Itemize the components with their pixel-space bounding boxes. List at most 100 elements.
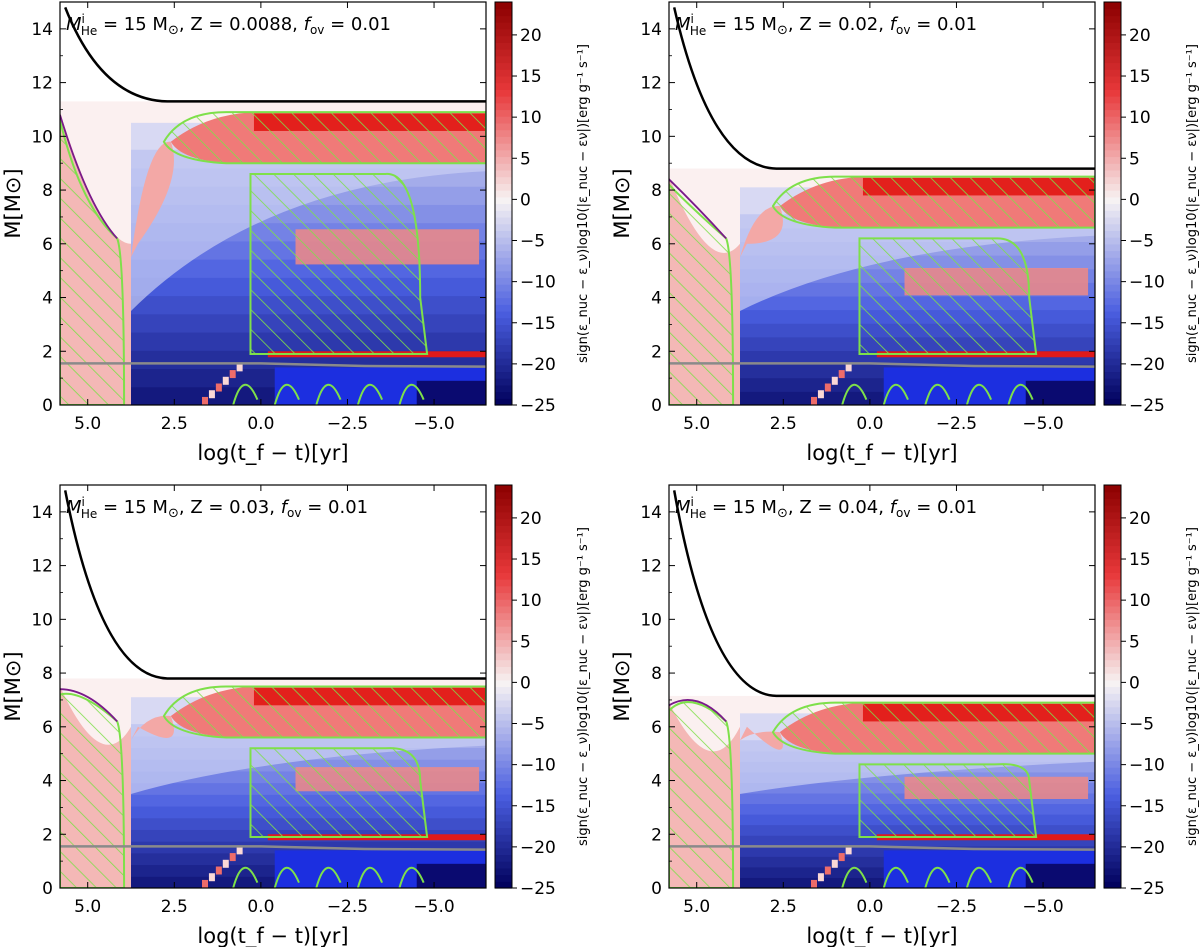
colorbar-cell <box>495 42 512 50</box>
hatch-core-c <box>249 747 429 838</box>
step-block <box>202 396 208 405</box>
colorbar-cell <box>1104 35 1121 43</box>
colorbar-cell <box>1104 176 1121 184</box>
colorbar-tick-label: −10 <box>520 756 556 776</box>
flash-contour <box>841 866 868 888</box>
colorbar-cell <box>1104 62 1121 70</box>
colorbar-label: sign(ε_nuc − ε_ν)log10(|ε_nuc − εν|)[erg… <box>576 527 591 846</box>
y-tick-label: 6 <box>42 718 53 738</box>
colorbar-cell <box>495 827 512 835</box>
colorbar-cell <box>1104 820 1121 829</box>
colorbar-tick-label: 10 <box>520 108 542 128</box>
colorbar-cell <box>495 398 512 406</box>
colorbar-cell <box>1104 666 1121 674</box>
interior-halo <box>131 122 486 311</box>
colorbar-cell <box>495 324 512 332</box>
core-boundary-line <box>60 362 486 368</box>
colorbar-cell <box>1104 706 1121 714</box>
colorbar-cell <box>495 787 512 795</box>
x-axis-label: log(t_f − t)[yr] <box>197 441 348 466</box>
colorbar-cell <box>495 619 512 627</box>
step-block <box>215 866 222 875</box>
colorbar-frame <box>1103 484 1122 889</box>
y-tick-label: 0 <box>651 396 662 416</box>
colorbar-cell <box>1104 726 1121 735</box>
colorbar-cell <box>1104 304 1121 312</box>
panel-title: Mi He = 15 M⊙, Z = 0.04, fov = 0.01 <box>675 495 977 521</box>
colorbar-cell <box>495 753 512 761</box>
colorbar-cell <box>495 122 512 131</box>
colorbar-cell <box>1104 646 1121 654</box>
panel-1: 0 2 4 6 8 10 12 14 5.0 2.5 0.0 −2.5 −5.0 Mi He = 15 M⊙… <box>1 1 591 466</box>
total-mass-line <box>64 6 486 103</box>
colorbar-cell <box>495 726 512 735</box>
step-block <box>215 383 222 392</box>
colorbar-cell <box>495 277 512 285</box>
step-block <box>817 390 824 399</box>
step-block <box>811 879 817 888</box>
colorbar-cell <box>495 579 512 587</box>
colorbar-tick-label: 10 <box>1129 591 1151 611</box>
colorbar-cell <box>495 652 512 661</box>
colorbar-cell <box>1104 767 1121 775</box>
flash-contour <box>315 866 342 888</box>
colorbar-cell <box>495 230 512 238</box>
flash-contour <box>356 383 384 405</box>
colorbar-cell <box>1104 552 1121 560</box>
plot-area <box>60 485 486 888</box>
x-tick-label: 5.0 <box>683 414 710 434</box>
plot-area <box>669 2 1095 405</box>
colorbar-cell <box>1104 210 1121 218</box>
colorbar-cell <box>495 351 512 359</box>
y-tick-label: 6 <box>651 235 662 255</box>
colorbar-cell <box>1104 834 1121 842</box>
colorbar-cell <box>495 75 512 84</box>
colorbar-cell <box>1104 673 1121 681</box>
colorbar-cell <box>495 706 512 714</box>
colorbar-cell <box>1104 149 1121 158</box>
he-shell-edge <box>60 114 118 240</box>
colorbar-cell <box>1104 257 1121 265</box>
y-tick-label: 8 <box>651 181 662 201</box>
colorbar-cell <box>1104 760 1121 768</box>
colorbar-tick-label: 0 <box>1129 190 1140 210</box>
colorbar-cell <box>495 2 512 10</box>
step-block <box>229 370 236 379</box>
panel-2: 0 2 4 6 8 10 12 14 5.0 2.5 0.0 −2.5 −5.0 Mi He = 15 M⊙… <box>610 1 1200 466</box>
colorbar-cell <box>1104 337 1121 346</box>
colorbar-cell <box>495 572 512 580</box>
colorbar-cell <box>1104 679 1121 688</box>
colorbar-tick-label: −5 <box>1129 232 1154 252</box>
colorbar-cell <box>1104 612 1121 620</box>
colorbar-cell <box>495 740 512 748</box>
colorbar-cell <box>1104 2 1121 10</box>
colorbar-cell <box>495 22 512 30</box>
colorbar-cell <box>495 96 512 104</box>
y-tick-label: 12 <box>31 74 53 94</box>
colorbar-cell <box>495 337 512 346</box>
colorbar-tick-label: −5 <box>520 715 545 735</box>
colorbar-tick-label: 10 <box>520 591 542 611</box>
colorbar-frame <box>1103 1 1122 406</box>
colorbar-tick-label: 5 <box>520 149 531 169</box>
colorbar-cell <box>1104 15 1121 23</box>
colorbar-cell <box>1104 518 1121 526</box>
colorbar-cell <box>1104 28 1121 37</box>
colorbar-cell <box>1104 398 1121 406</box>
y-tick-label: 4 <box>651 289 662 309</box>
x-tick-label: 5.0 <box>74 897 101 917</box>
plot-area <box>60 2 486 405</box>
colorbar-cell <box>495 760 512 768</box>
colorbar-tick-label: 20 <box>1129 26 1151 46</box>
flash-contour <box>398 866 425 888</box>
colorbar-cell <box>1104 800 1121 808</box>
panel-3: 0 2 4 6 8 10 12 14 5.0 2.5 0.0 −2.5 −5.0 Mi He = 15 M⊙… <box>1 484 591 947</box>
colorbar-cell <box>495 646 512 654</box>
axes-frame <box>668 484 1096 889</box>
colorbar-cell <box>495 874 512 882</box>
deep-core-dark <box>1025 380 1095 405</box>
hatch-core-he <box>669 183 735 405</box>
colorbar-cell <box>495 378 512 386</box>
step-block <box>824 866 831 875</box>
step-block <box>208 390 215 399</box>
